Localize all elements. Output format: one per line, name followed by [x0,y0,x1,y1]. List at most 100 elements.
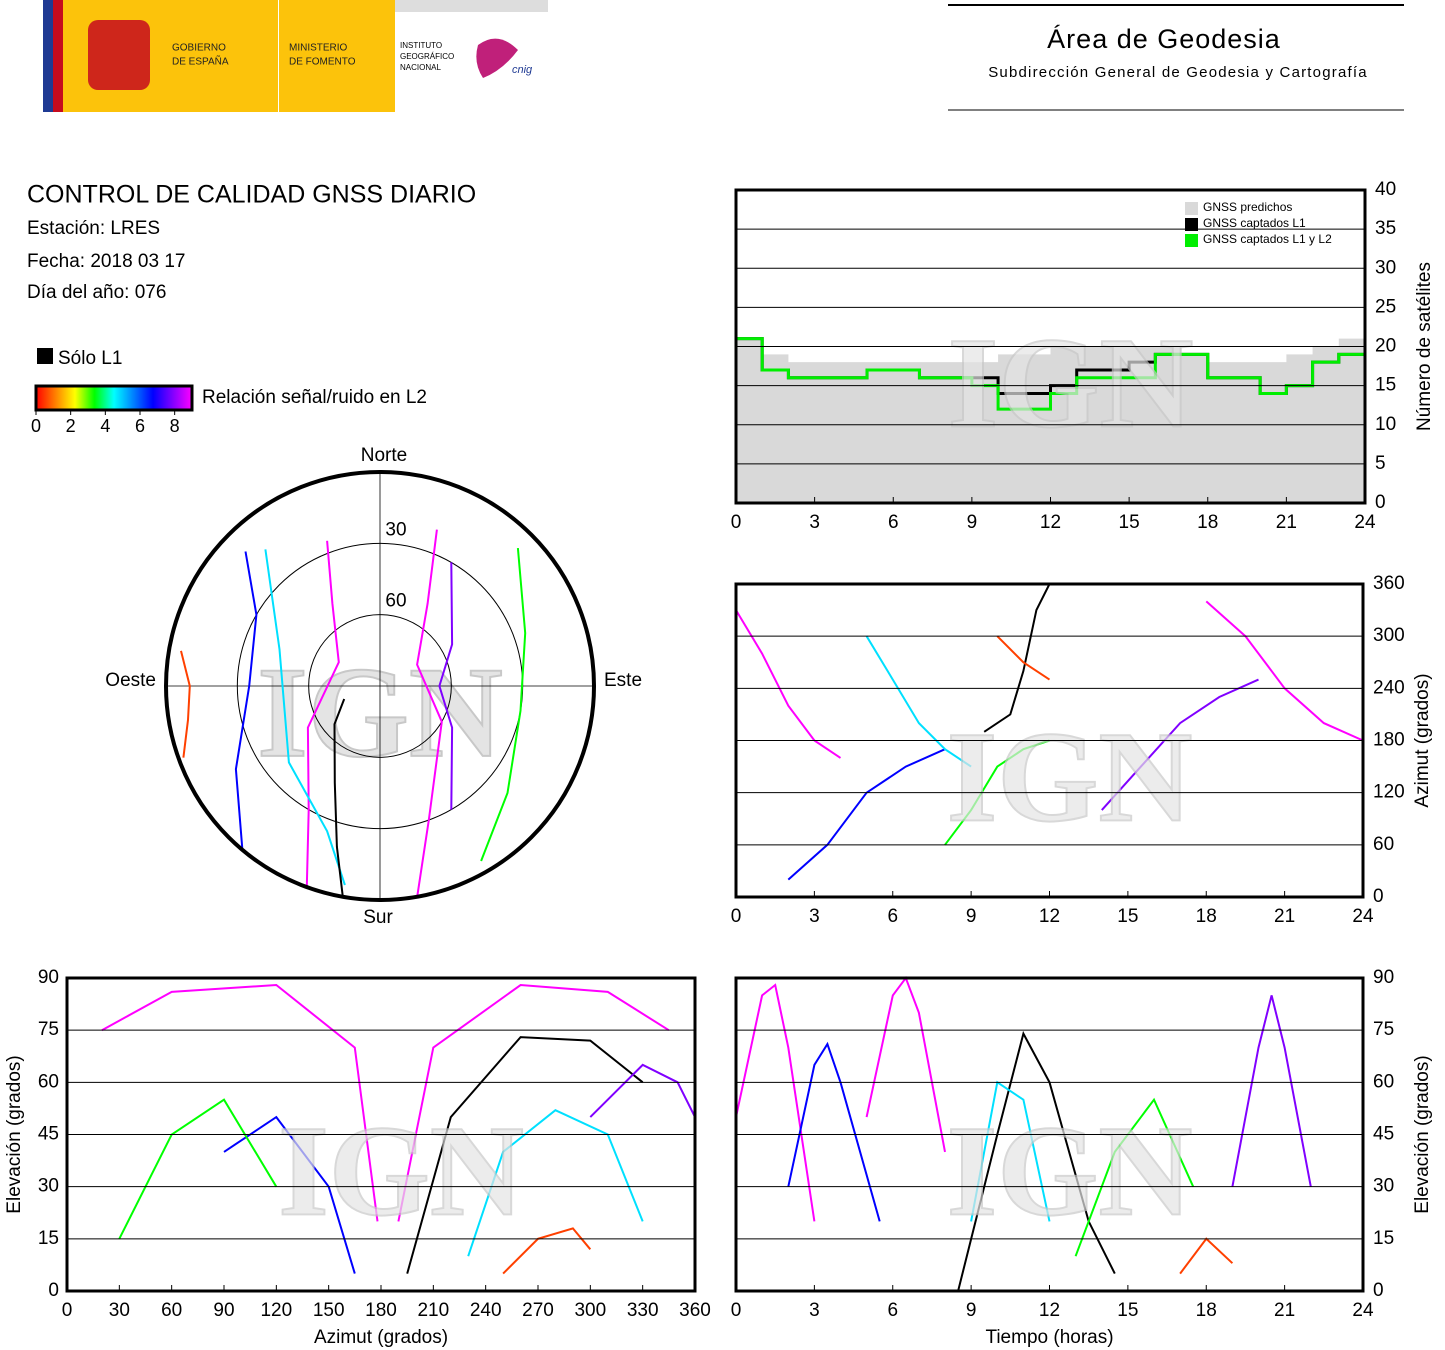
elevation-ring-label: 60 [385,591,406,612]
x-tick-label: 360 [679,1300,711,1321]
y-tick-label: 60 [38,1071,59,1092]
satellite-track [787,1041,881,1222]
plot-frame [734,582,1365,899]
y-tick-label: 20 [1375,336,1396,357]
x-tick-label: 15 [1119,512,1140,533]
x-tick-label: 12 [1039,906,1060,927]
y-axis-title: Azimut (grados) [1412,673,1433,807]
logo-bar [395,0,548,12]
satellite-track [180,650,191,758]
x-tick-label: 120 [260,1300,292,1321]
y-tick-label: 90 [38,967,59,988]
x-tick-label: 3 [809,906,820,927]
direction-label: Sur [363,907,393,928]
area [736,338,1365,503]
report-station: Estación: LRES [27,218,160,239]
report-title: CONTROL DE CALIDAD GNSS DIARIO [27,181,476,209]
x-tick-label: 12 [1040,512,1061,533]
satellite-track [970,1080,1051,1222]
y-tick-label: 120 [1373,782,1405,803]
x-axis-title: Tiempo (horas) [985,1327,1113,1348]
x-tick-label: 18 [1197,512,1218,533]
satellite-track [333,698,346,897]
satellite-track [735,609,842,759]
y-tick-label: 30 [1375,257,1396,278]
colorbar-tick-label: 8 [170,416,180,436]
x-tick-label: 180 [365,1300,397,1321]
x-tick-label: 270 [522,1300,554,1321]
y-tick-label: 240 [1373,677,1405,698]
satellite-track [438,562,454,810]
logo-text: DE FOMENTO [289,57,356,68]
satellite-track [957,1030,1116,1292]
satellite-track [101,983,379,1222]
coat-of-arms [88,20,150,90]
flag-stripe [53,0,63,112]
y-tick-label: 5 [1375,453,1386,474]
watermark: IGN [947,1099,1193,1243]
colorbar-label: Relación señal/ruido en L2 [202,387,427,408]
y-tick-label: 35 [1375,218,1396,239]
x-tick-label: 21 [1274,906,1295,927]
report-date: Fecha: 2018 03 17 [27,251,185,272]
satellite-track [1205,600,1364,742]
satellite-track [480,548,527,862]
y-tick-label: 0 [1375,492,1386,513]
watermark: IGN [278,1099,524,1243]
satellite-track [735,983,816,1222]
y-tick-label: 60 [1373,1071,1394,1092]
legend-label: GNSS captados L1 y L2 [1203,232,1332,246]
step-line [736,337,1367,411]
logo-panel [279,0,395,112]
satellite-track [406,1036,644,1274]
y-tick-label: 0 [1373,886,1384,907]
x-tick-label: 6 [887,906,898,927]
y-tick-label: 30 [1373,1176,1394,1197]
satellite-track [1231,995,1312,1187]
direction-label: Este [604,670,642,691]
legend-swatch [1185,202,1198,215]
satellite-track [865,635,972,768]
legend-label: GNSS predichos [1203,200,1292,214]
satellite-track [397,983,670,1222]
satellite-track [1074,1097,1195,1257]
x-tick-label: 0 [731,512,742,533]
y-tick-label: 30 [38,1176,59,1197]
plot-frame [734,976,1365,1293]
x-tick-label: 24 [1352,1300,1374,1321]
x-tick-label: 18 [1196,906,1217,927]
y-tick-label: 15 [1373,1228,1394,1249]
y-tick-label: 25 [1375,296,1396,317]
y-tick-label: 75 [1373,1019,1394,1040]
logo-text: cnig [512,64,533,76]
x-tick-label: 21 [1276,512,1297,533]
x-tick-label: 24 [1354,512,1376,533]
legend-swatch [1185,218,1198,231]
x-tick-label: 240 [470,1300,502,1321]
header-subtitle: Subdirección General de Geodesia y Carto… [988,64,1368,81]
x-tick-label: 6 [887,1300,898,1321]
cnig-logo [476,38,518,78]
y-tick-label: 45 [38,1124,59,1145]
satellite-track [305,540,340,888]
satellite-track [118,1098,278,1240]
satellite-track [589,1063,696,1118]
y-tick-label: 60 [1373,834,1394,855]
x-tick-label: 30 [109,1300,130,1321]
header-logos: GOBIERNO DE ESPAÑA MINISTERIO DE FOMENTO… [43,0,548,112]
satellite-track [416,529,443,897]
x-tick-label: 0 [731,1300,742,1321]
x-tick-label: 9 [967,512,978,533]
y-tick-label: 40 [1375,179,1396,200]
y-tick-label: 180 [1373,730,1405,751]
x-tick-label: 150 [313,1300,345,1321]
header-title: Área de Geodesia [1047,24,1281,54]
logo-text: GEOGRÁFICO [400,52,454,61]
x-tick-label: 330 [627,1300,659,1321]
legend-swatch [37,348,53,364]
colorbar-tick-label: 6 [135,416,145,436]
direction-label: Norte [361,445,407,466]
y-tick-label: 75 [38,1019,59,1040]
